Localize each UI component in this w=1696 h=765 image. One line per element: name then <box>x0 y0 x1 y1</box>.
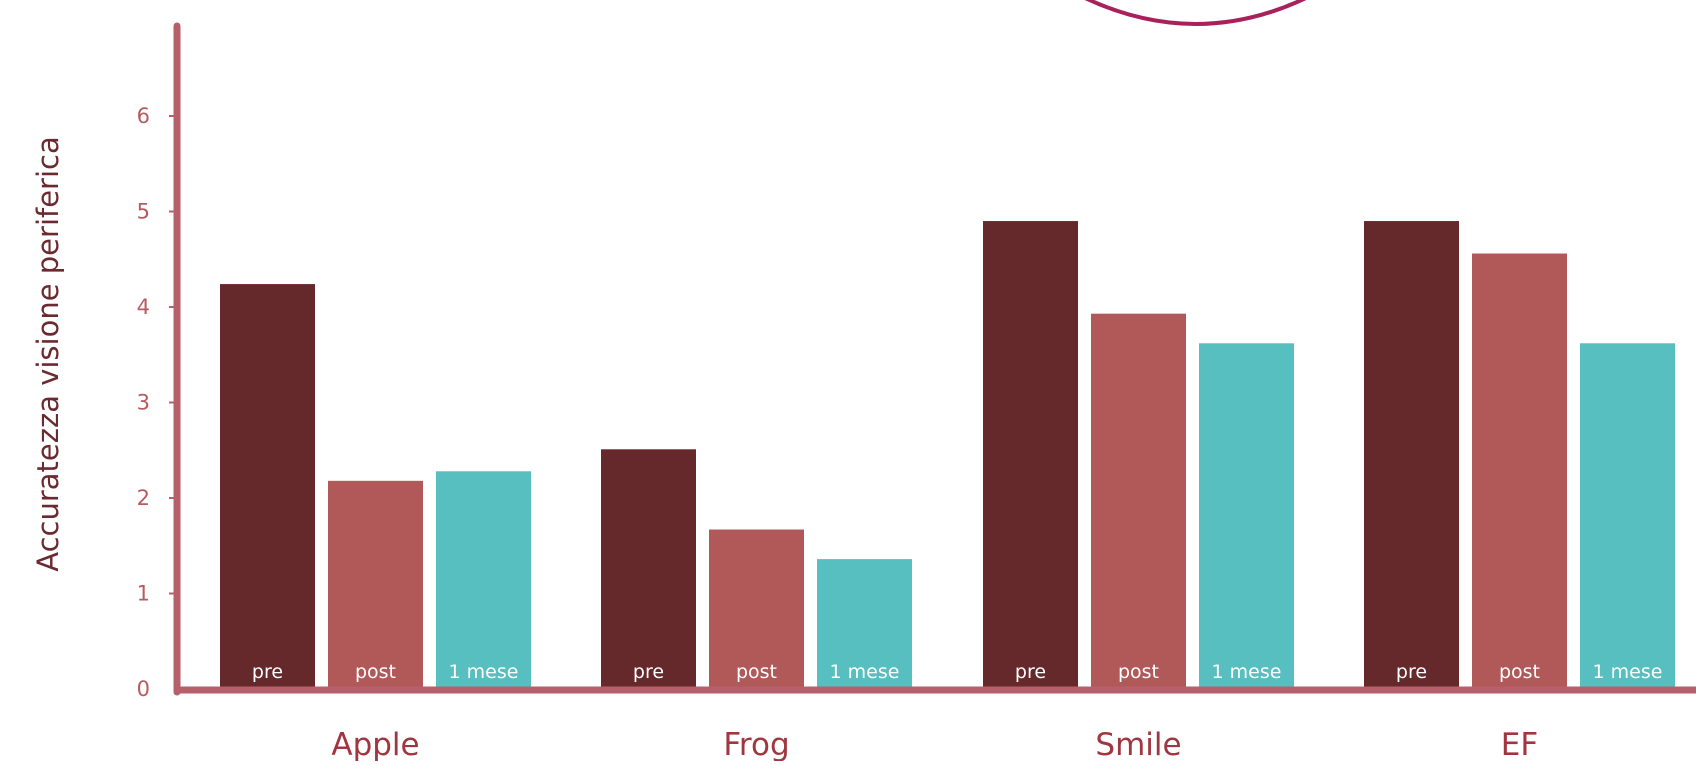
bar-pre-ef <box>1364 221 1459 690</box>
category-labels: Apple Frog Smile EF <box>331 727 1538 763</box>
bar-1-mese-frog <box>817 559 912 689</box>
bar-series-label: 1 mese <box>830 661 900 683</box>
bar-pre-frog <box>601 449 696 689</box>
bar-series-label: pre <box>633 661 664 683</box>
bar-post-apple <box>328 480 423 689</box>
y-tick-label: 1 <box>137 582 150 606</box>
y-ticks: 0 1 2 3 4 5 6 <box>137 104 177 701</box>
bar-series-label: pre <box>1015 661 1046 683</box>
y-tick-label: 0 <box>137 677 150 701</box>
bar-series-label: post <box>355 661 396 683</box>
bar-series-label: post <box>736 661 777 683</box>
y-axis-label: Accuratezza visione periferica <box>31 136 65 571</box>
bar-pre-apple <box>220 284 315 689</box>
bar-pre-smile <box>983 221 1078 690</box>
bar-series-label: post <box>1118 661 1159 683</box>
y-tick-label: 3 <box>137 391 150 415</box>
y-tick-label: 2 <box>137 486 150 510</box>
bar-post-smile <box>1091 313 1186 689</box>
bar-1-mese-smile <box>1199 343 1294 689</box>
y-tick-label: 5 <box>137 200 150 224</box>
bar-series-label: 1 mese <box>449 661 519 683</box>
category-label: Apple <box>331 727 419 761</box>
bar-1-mese-ef <box>1580 343 1675 689</box>
bar-series-label: 1 mese <box>1212 661 1282 683</box>
decorative-arc <box>1084 0 1307 26</box>
y-tick-label: 4 <box>137 295 150 319</box>
category-label: Smile <box>1095 727 1181 761</box>
bar-post-frog <box>709 529 804 689</box>
bar-post-ef <box>1472 253 1567 689</box>
category-label: EF <box>1501 727 1538 761</box>
bar-series-label: pre <box>1396 661 1427 683</box>
bar-series-label: post <box>1499 661 1540 683</box>
bar-series-label: 1 mese <box>1593 661 1663 683</box>
bars: pre post 1 mese pre post 1 mese pre post 1 mese p… <box>220 221 1675 690</box>
category-label: Frog <box>723 727 789 761</box>
bar-series-label: pre <box>252 661 283 683</box>
bar-1-mese-apple <box>436 471 531 689</box>
y-tick-label: 6 <box>137 104 150 128</box>
y-axis-label-group: Accuratezza visione periferica <box>31 136 65 571</box>
